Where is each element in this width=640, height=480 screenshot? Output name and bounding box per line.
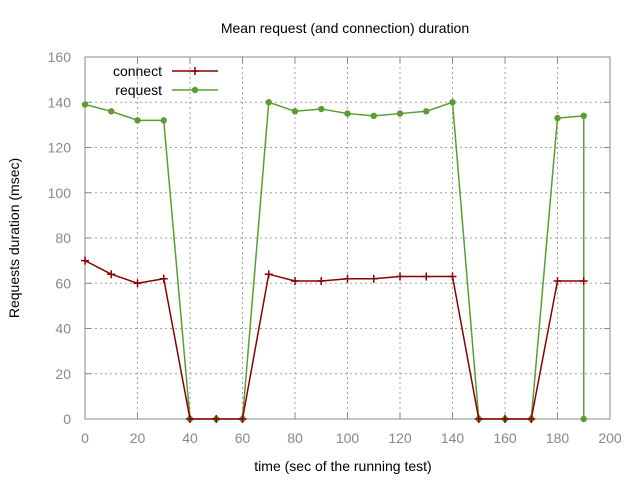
legend-marker bbox=[191, 67, 199, 75]
y-tick-label: 120 bbox=[48, 140, 72, 156]
request-point bbox=[580, 112, 587, 120]
legend: connect request bbox=[113, 63, 218, 98]
request-line bbox=[84, 101, 585, 420]
x-tick-label: 100 bbox=[336, 430, 360, 446]
x-tick-label: 0 bbox=[81, 430, 89, 446]
connect-point bbox=[527, 415, 536, 423]
y-tick-label: 140 bbox=[48, 94, 72, 110]
connect-point bbox=[107, 270, 116, 279]
connect-point bbox=[579, 276, 588, 285]
x-tick-label: 120 bbox=[388, 430, 412, 446]
axis-ticks: 0 20 40 60 80 100 120 140 160 180 200 0 20 40 60 80 100 1… bbox=[48, 49, 622, 446]
connect-point bbox=[474, 415, 483, 423]
connect-point bbox=[238, 415, 247, 423]
x-tick-label: 140 bbox=[441, 430, 465, 446]
connect-point bbox=[448, 272, 457, 281]
request-point bbox=[291, 108, 299, 115]
y-axis-label: Requests duration (msec) bbox=[6, 158, 22, 318]
connect-point bbox=[343, 274, 352, 283]
y-tick-label: 20 bbox=[55, 366, 71, 382]
connect-point bbox=[422, 272, 431, 281]
request-point bbox=[449, 99, 456, 106]
connect-point bbox=[159, 274, 168, 283]
grid-lines bbox=[85, 57, 610, 419]
connect-line bbox=[84, 259, 584, 420]
x-tick-label: 180 bbox=[546, 430, 570, 446]
request-point bbox=[344, 110, 351, 117]
connect-point bbox=[186, 415, 194, 423]
request-point bbox=[108, 108, 115, 115]
legend-item-connect: connect bbox=[113, 63, 218, 79]
connect-point bbox=[212, 415, 221, 423]
request-point bbox=[370, 112, 377, 120]
connect-point bbox=[553, 276, 562, 285]
legend-label: connect bbox=[113, 63, 162, 79]
y-tick-label: 100 bbox=[48, 185, 72, 201]
request-point bbox=[265, 99, 272, 106]
y-tick-label: 160 bbox=[48, 49, 72, 65]
connect-point bbox=[369, 274, 378, 283]
y-tick-label: 80 bbox=[55, 230, 71, 246]
connect-point bbox=[81, 256, 89, 265]
connect-point bbox=[396, 272, 404, 281]
request-point bbox=[160, 117, 167, 124]
x-axis-label: time (sec of the running test) bbox=[254, 458, 431, 474]
request-point bbox=[554, 114, 561, 122]
connect-point bbox=[264, 270, 273, 279]
y-tick-label: 0 bbox=[63, 411, 71, 427]
series-layer bbox=[81, 99, 588, 423]
request-point bbox=[134, 117, 141, 124]
request-point bbox=[81, 101, 89, 108]
request-point bbox=[396, 110, 404, 117]
x-tick-label: 80 bbox=[287, 430, 303, 446]
x-tick-label: 60 bbox=[235, 430, 251, 446]
connect-point bbox=[501, 415, 509, 423]
legend-label: request bbox=[115, 82, 162, 98]
request-point bbox=[318, 105, 325, 113]
x-tick-label: 20 bbox=[130, 430, 146, 446]
chart-title: Mean request (and connection) duration bbox=[221, 20, 469, 36]
request-point bbox=[580, 415, 587, 423]
connect-point bbox=[317, 276, 326, 285]
x-tick-label: 160 bbox=[493, 430, 517, 446]
series-connect bbox=[81, 256, 588, 423]
request-point bbox=[423, 108, 430, 115]
x-tick-label: 200 bbox=[598, 430, 622, 446]
legend-item-request: request bbox=[115, 82, 218, 98]
y-tick-label: 40 bbox=[55, 321, 71, 337]
y-tick-label: 60 bbox=[55, 275, 71, 291]
x-tick-label: 40 bbox=[182, 430, 198, 446]
connect-point bbox=[291, 276, 299, 285]
connect-point bbox=[133, 279, 142, 288]
legend-marker bbox=[191, 86, 199, 94]
